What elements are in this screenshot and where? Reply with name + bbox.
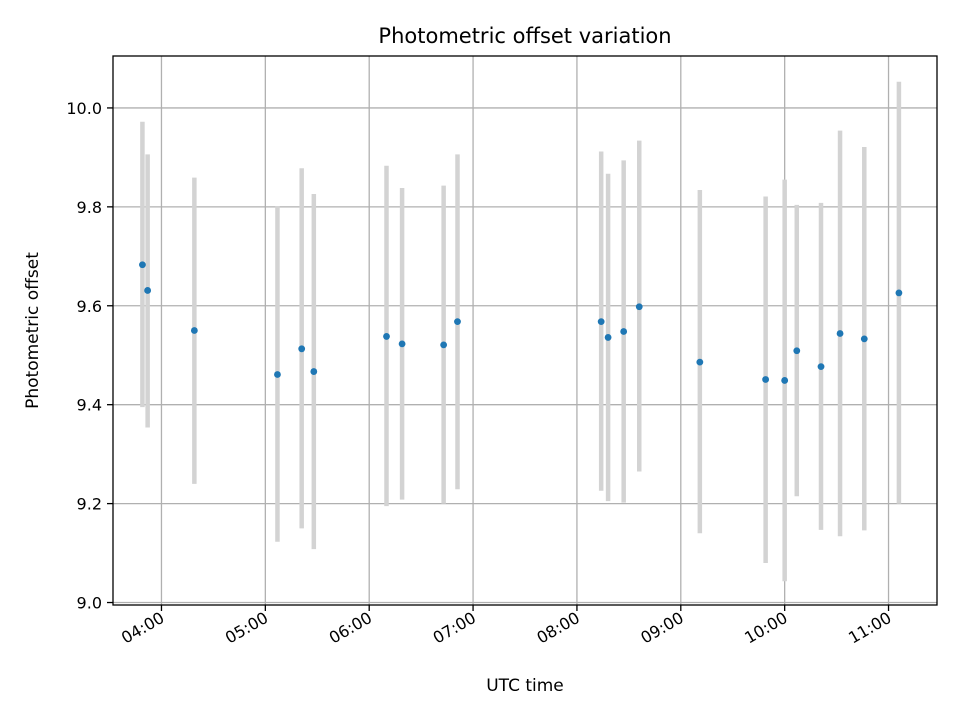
data-point (440, 341, 448, 349)
data-point (604, 334, 612, 341)
x-axis-label: UTC time (486, 676, 564, 696)
y-tick-label: 9.6 (77, 297, 102, 316)
data-point (274, 371, 281, 378)
data-point (139, 261, 146, 269)
data-point (762, 376, 770, 383)
grid-lines (113, 56, 937, 605)
data-point (696, 358, 704, 366)
y-tick-label: 9.8 (77, 198, 102, 217)
y-tick-label: 9.2 (77, 495, 102, 514)
data-point (635, 303, 643, 311)
data-point (620, 328, 628, 335)
data-point (836, 330, 844, 337)
y-tick-label: 10.0 (66, 99, 102, 118)
data-points (139, 261, 903, 384)
chart-title: Photometric offset variation (378, 24, 671, 48)
data-point (298, 345, 306, 353)
y-tick-label: 9.4 (77, 396, 102, 415)
data-point (383, 333, 390, 340)
data-point (895, 289, 903, 297)
y-axis-label: Photometric offset (23, 252, 43, 409)
data-point (793, 347, 801, 355)
y-tick-label: 9.0 (77, 594, 102, 613)
data-point (817, 363, 825, 371)
data-point (144, 287, 152, 294)
data-point (310, 368, 318, 375)
data-point (860, 335, 868, 343)
data-point (398, 340, 406, 348)
data-point (454, 318, 461, 325)
data-point (190, 327, 198, 334)
data-point (781, 377, 789, 384)
data-point (597, 318, 605, 325)
plot-frame (112, 55, 938, 606)
